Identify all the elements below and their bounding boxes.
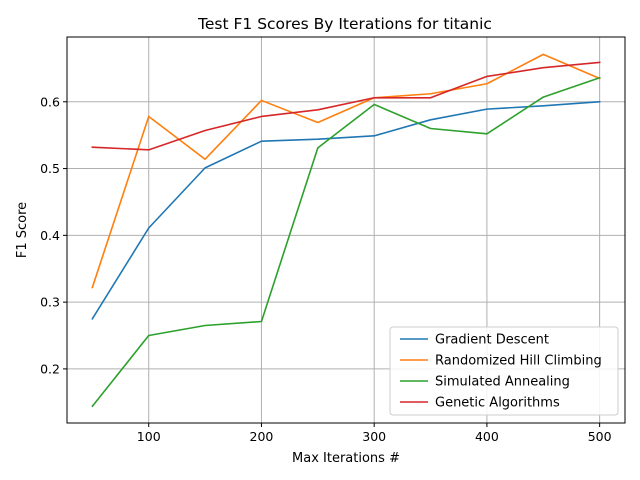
legend-label-gradient-descent: Gradient Descent	[435, 333, 549, 348]
x-tick-label: 200	[250, 429, 274, 444]
y-tick-label: 0.5	[40, 161, 60, 176]
y-axis-label: F1 Score	[15, 202, 30, 258]
series-line-randomized-hill-climbing	[91, 53, 601, 289]
x-tick-label: 300	[362, 429, 386, 444]
series-layer	[91, 53, 601, 408]
x-tick-label: 500	[588, 429, 612, 444]
legend-label-genetic-algorithms: Genetic Algorithms	[435, 396, 560, 411]
legend-label-randomized-hill-climbing: Randomized Hill Climbing	[435, 354, 602, 369]
series-line-genetic-algorithms	[91, 61, 601, 151]
chart-title: Test F1 Scores By Iterations for titanic	[197, 15, 492, 33]
y-tick-label: 0.2	[40, 361, 60, 376]
x-axis-label: Max Iterations #	[292, 451, 400, 466]
y-tick-label: 0.4	[40, 228, 60, 243]
x-tick-label: 100	[137, 429, 161, 444]
y-axis-ticks: 0.2 0.3 0.4 0.5 0.6	[40, 94, 67, 376]
series-line-simulated-annealing	[91, 76, 601, 408]
y-tick-label: 0.3	[40, 295, 60, 310]
legend-box	[389, 326, 619, 416]
x-tick-label: 400	[475, 429, 499, 444]
x-axis-ticks: 100 200 300 400 500	[137, 423, 612, 444]
legend-label-simulated-annealing: Simulated Annealing	[435, 375, 570, 390]
legend: Gradient Descent Randomized Hill Climbing…	[389, 326, 619, 416]
y-tick-label: 0.6	[40, 94, 60, 109]
plot-area-frame	[66, 36, 626, 424]
series-line-gradient-descent	[91, 100, 601, 320]
